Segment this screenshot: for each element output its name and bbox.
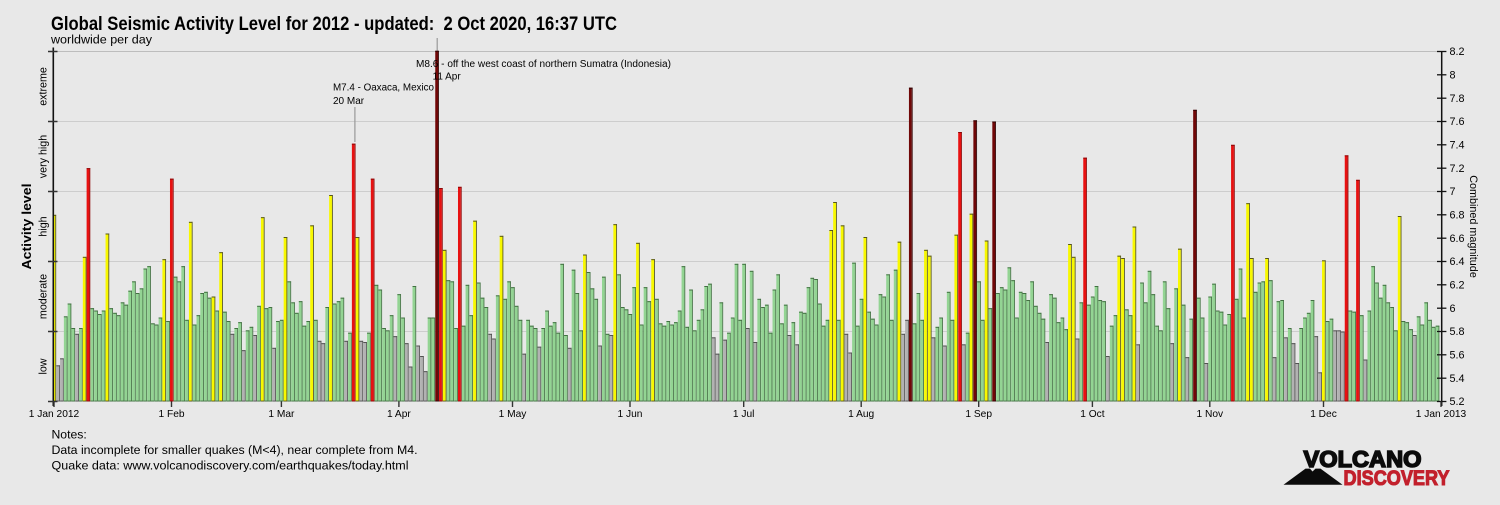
svg-text:11 Apr: 11 Apr bbox=[433, 72, 462, 83]
svg-text:moderate: moderate bbox=[38, 274, 50, 319]
svg-text:1 Aug: 1 Aug bbox=[848, 409, 874, 420]
svg-text:Data incomplete for smaller qu: Data incomplete for smaller quakes (M<4)… bbox=[52, 443, 418, 457]
svg-text:very high: very high bbox=[38, 135, 50, 178]
svg-text:7.4: 7.4 bbox=[1450, 140, 1465, 152]
svg-text:1 Jan 2013: 1 Jan 2013 bbox=[1416, 409, 1467, 420]
svg-text:1 May: 1 May bbox=[499, 409, 528, 420]
svg-text:1 Jan 2012: 1 Jan 2012 bbox=[29, 409, 80, 420]
svg-text:8: 8 bbox=[1450, 70, 1456, 82]
svg-text:Global Seismic Activity Level: Global Seismic Activity Level for 2012 -… bbox=[51, 13, 617, 35]
svg-text:6.6: 6.6 bbox=[1450, 233, 1465, 245]
svg-text:7.2: 7.2 bbox=[1450, 163, 1465, 175]
svg-text:low: low bbox=[38, 358, 50, 374]
svg-text:8.2: 8.2 bbox=[1450, 46, 1465, 58]
svg-text:extreme: extreme bbox=[38, 67, 50, 106]
svg-text:1 Nov: 1 Nov bbox=[1196, 409, 1224, 420]
svg-text:1 Mar: 1 Mar bbox=[268, 409, 295, 420]
svg-text:6.2: 6.2 bbox=[1450, 280, 1465, 292]
svg-text:5.8: 5.8 bbox=[1450, 326, 1465, 338]
svg-text:6.8: 6.8 bbox=[1450, 210, 1465, 222]
svg-text:1 Jul: 1 Jul bbox=[733, 409, 755, 420]
svg-text:M7.4 - Oaxaca, Mexico: M7.4 - Oaxaca, Mexico bbox=[333, 83, 434, 94]
svg-text:DISCOVERY: DISCOVERY bbox=[1344, 467, 1450, 490]
svg-text:7: 7 bbox=[1450, 186, 1456, 198]
svg-text:5.4: 5.4 bbox=[1450, 373, 1465, 385]
svg-text:5.6: 5.6 bbox=[1450, 350, 1465, 362]
svg-text:6.4: 6.4 bbox=[1450, 256, 1465, 268]
svg-text:1 Dec: 1 Dec bbox=[1310, 409, 1337, 420]
svg-text:Combined magnitude: Combined magnitude bbox=[1467, 175, 1479, 278]
svg-text:1 Feb: 1 Feb bbox=[158, 409, 184, 420]
svg-text:worldwide per day: worldwide per day bbox=[50, 33, 153, 47]
svg-text:6: 6 bbox=[1450, 303, 1456, 315]
svg-text:5.2: 5.2 bbox=[1450, 396, 1465, 408]
svg-text:M8.6 - off the west coast of n: M8.6 - off the west coast of northern Su… bbox=[416, 59, 671, 70]
svg-text:high: high bbox=[38, 216, 50, 236]
svg-text:VOLCANO: VOLCANO bbox=[1304, 446, 1422, 472]
svg-text:Activity level: Activity level bbox=[19, 184, 34, 270]
svg-text:7.8: 7.8 bbox=[1450, 93, 1465, 105]
svg-text:Quake data: www.volcanodiscove: Quake data: www.volcanodiscovery.com/ear… bbox=[52, 459, 409, 473]
svg-text:20 Mar: 20 Mar bbox=[333, 96, 365, 107]
svg-text:1 Apr: 1 Apr bbox=[387, 409, 411, 420]
svg-text:1 Jun: 1 Jun bbox=[618, 409, 643, 420]
svg-text:1 Sep: 1 Sep bbox=[965, 409, 992, 420]
svg-text:1 Oct: 1 Oct bbox=[1080, 409, 1105, 420]
svg-text:7.6: 7.6 bbox=[1450, 116, 1465, 128]
svg-text:Notes:: Notes: bbox=[52, 428, 87, 442]
